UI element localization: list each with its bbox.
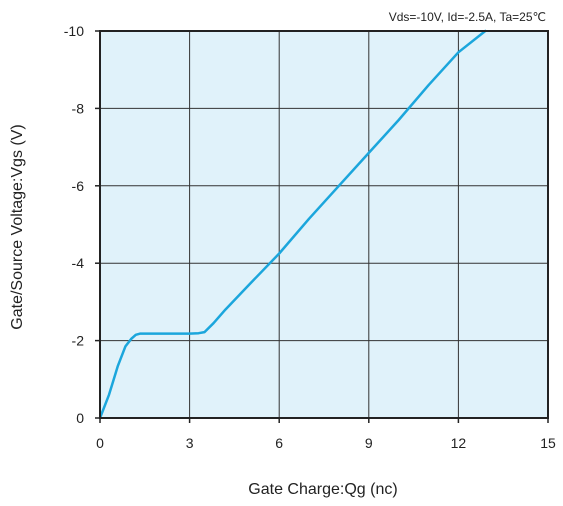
y-tick-label: 0	[76, 410, 84, 426]
y-tick-label: -6	[72, 178, 85, 194]
x-tick-label: 0	[96, 435, 104, 451]
x-axis-label: Gate Charge:Qg (nc)	[248, 481, 397, 498]
plot-area	[100, 31, 548, 418]
grid-lines	[100, 31, 548, 418]
x-tick-label: 3	[186, 435, 194, 451]
y-tick-label: -10	[64, 23, 84, 39]
y-tick-label: -2	[72, 333, 85, 349]
x-axis-ticks: 0 3 6 9 12 15	[96, 418, 556, 451]
y-tick-label: -4	[72, 255, 85, 271]
x-tick-label: 15	[540, 435, 556, 451]
y-axis-ticks: 0 -2 -4 -6 -8 -10	[64, 23, 100, 426]
x-tick-label: 9	[365, 435, 373, 451]
x-tick-label: 6	[275, 435, 283, 451]
series-layer	[98, 29, 487, 420]
y-tick-label: -8	[72, 100, 85, 116]
series-line-vgs	[98, 29, 487, 420]
plot-frame	[99, 30, 549, 419]
x-tick-label: 12	[451, 435, 467, 451]
test-conditions-label: Vds=-10V, Id=-2.5A, Ta=25℃	[389, 10, 546, 24]
y-axis-label: Gate/Source Voltage:Vgs (V)	[9, 124, 26, 329]
